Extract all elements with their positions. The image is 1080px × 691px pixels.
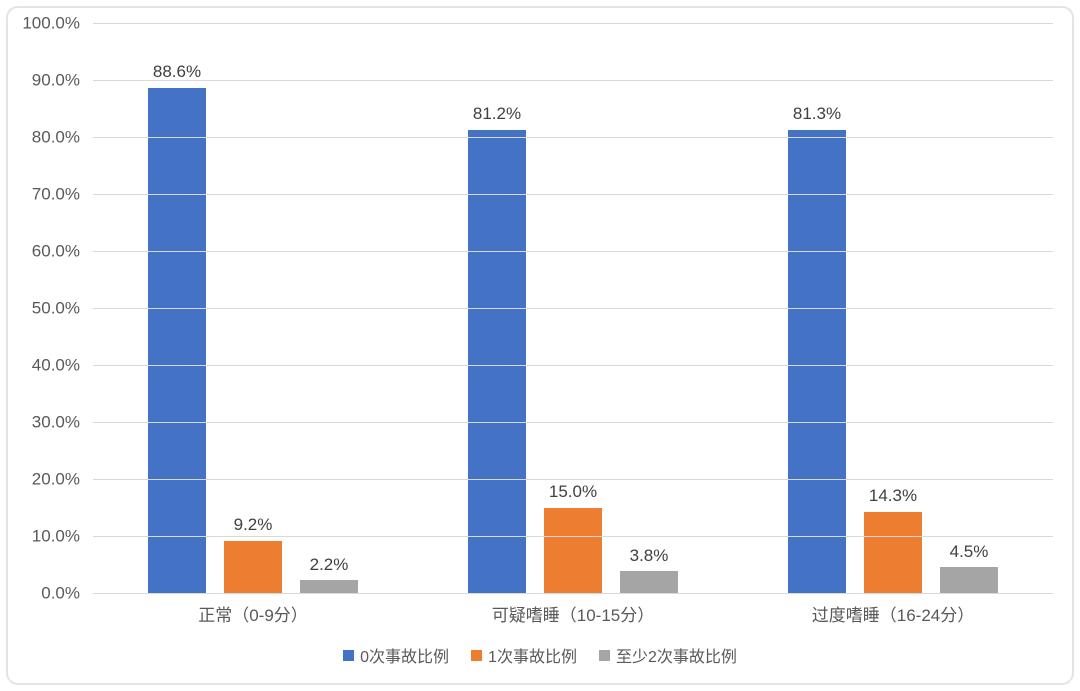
bar: 15.0% [544,482,602,593]
x-axis-labels: 正常（0-9分） 可疑嗜睡（10-15分） 过度嗜睡（16-24分） [93,601,1053,626]
value-label: 4.5% [949,541,989,561]
gridline [93,592,1053,594]
gridline [93,79,1053,81]
y-axis-tick-label: 60.0% [31,241,80,261]
value-label: 14.3% [868,485,918,505]
value-label: 15.0% [548,481,598,501]
gridline [93,421,1053,423]
y-axis-tick-label: 20.0% [31,469,80,489]
bar: 9.2% [224,515,282,593]
legend-item: 0次事故比例 [343,643,449,667]
value-label: 9.2% [233,514,273,534]
legend-label: 0次事故比例 [360,649,450,666]
value-label: 81.3% [792,103,842,123]
y-axis-tick-label: 10.0% [31,526,80,546]
legend-item: 至少2次事故比例 [598,643,737,667]
gridline [93,307,1053,309]
bar-groups: 88.6% 9.2% 2.2% 81.2% 15.0% 3.8% 81.3% 14.3% 4.5… [93,23,1053,593]
plot-area: 88.6% 9.2% 2.2% 81.2% 15.0% 3.8% 81.3% 14.3% 4.5… [93,22,1053,594]
bar: 14.3% [864,486,922,593]
legend-item: 1次事故比例 [471,643,577,667]
legend-swatch-icon [343,649,355,661]
y-axis-tick-label: 80.0% [31,127,80,147]
y-axis-tick-label: 40.0% [31,355,80,375]
legend-label: 至少2次事故比例 [615,649,737,666]
bar: 81.3% [788,104,846,593]
y-axis: 0.0% 10.0% 20.0% 30.0% 40.0% 50.0% 60.0% 70.0% 8… [0,15,80,602]
bar: 3.8% [620,546,678,593]
legend: 0次事故比例 1次事故比例 至少2次事故比例 [0,643,1080,667]
y-axis-tick-label: 50.0% [31,298,80,318]
bar-group: 81.2% 15.0% 3.8% [413,23,733,593]
value-label: 3.8% [629,545,669,565]
gridline [93,250,1053,252]
gridline [93,193,1053,195]
bar: 88.6% [148,63,206,593]
y-axis-tick-label: 90.0% [31,70,80,90]
legend-label: 1次事故比例 [488,649,577,666]
x-axis-label: 可疑嗜睡（10-15分） [491,606,655,625]
legend-swatch-icon [471,649,483,661]
x-axis-label: 过度嗜睡（16-24分） [811,606,975,625]
gridline [93,478,1053,480]
gridline [93,535,1053,537]
bar: 2.2% [300,555,358,593]
gridline [93,136,1053,138]
bar: 4.5% [940,542,998,593]
value-label: 2.2% [309,554,349,574]
legend-swatch-icon [598,649,610,661]
value-label: 81.2% [472,104,522,124]
bar: 81.2% [468,105,526,593]
y-axis-tick-label: 100.0% [22,13,80,33]
gridline [93,364,1053,366]
gridline [93,22,1053,24]
y-axis-tick-label: 0.0% [41,583,80,603]
bar-group: 81.3% 14.3% 4.5% [733,23,1053,593]
x-axis-label: 正常（0-9分） [198,606,308,625]
bar-group: 88.6% 9.2% 2.2% [93,23,413,593]
y-axis-tick-label: 70.0% [31,184,80,204]
y-axis-tick-label: 30.0% [31,412,80,432]
value-label: 88.6% [152,62,202,82]
